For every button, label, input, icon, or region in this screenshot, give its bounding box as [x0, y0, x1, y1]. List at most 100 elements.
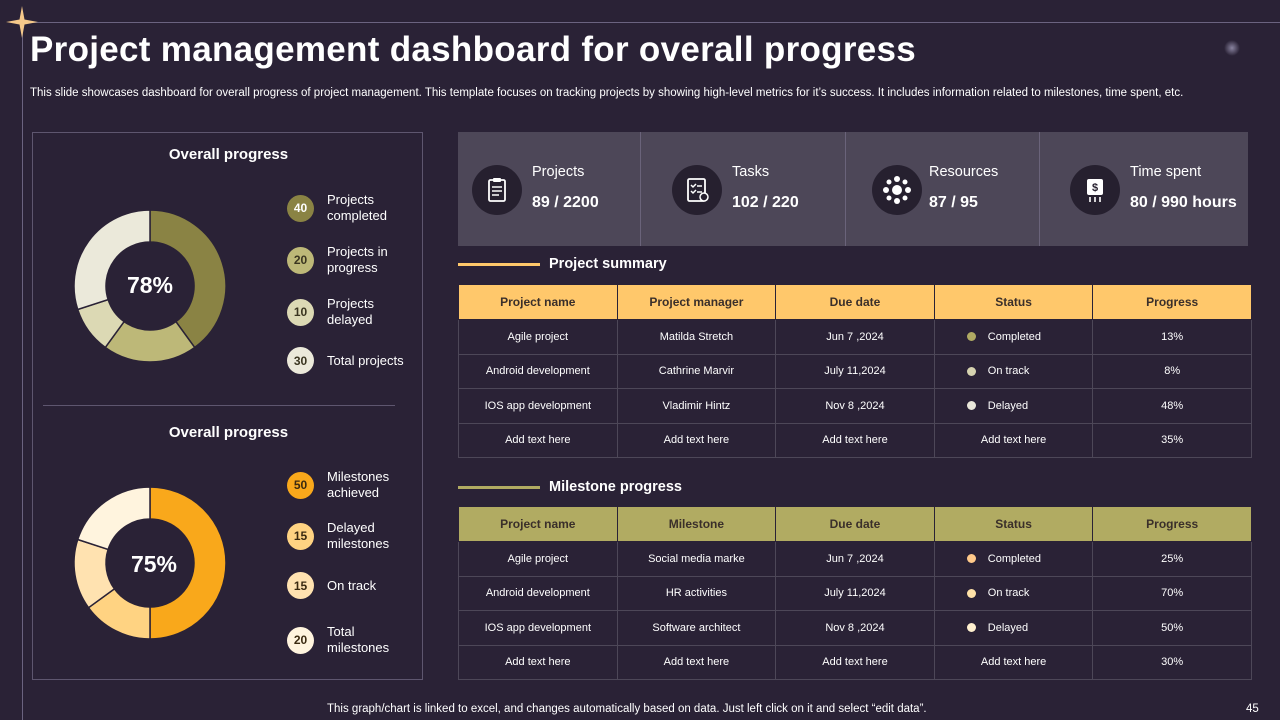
table-cell: Add text here: [775, 644, 935, 680]
legend-label: Projects in progress: [327, 244, 388, 275]
milestones-progress-title: Overall progress: [168, 424, 289, 441]
stat-projects[interactable]: Projects 89 / 2200: [458, 132, 641, 246]
table-cell: Jun 7 ,2024: [775, 319, 935, 355]
table-cell: Matilda Stretch: [616, 319, 777, 355]
column-header[interactable]: Due date: [775, 506, 935, 542]
column-header[interactable]: Progress: [1092, 506, 1252, 542]
table-row[interactable]: Add text here Add text here Add text here A…: [458, 644, 1252, 680]
column-header[interactable]: Project name: [458, 506, 618, 542]
stat-tasks[interactable]: Tasks 102 / 220: [641, 132, 846, 246]
legend-label: On track: [327, 577, 377, 593]
column-header[interactable]: Status: [933, 284, 1094, 320]
table-cell: HR activities: [616, 575, 777, 611]
legend-item: 50 Milestones achieved: [287, 469, 407, 501]
milestones-donut-center-label: 75%: [130, 551, 178, 577]
donut-slice[interactable]: [149, 209, 227, 349]
legend-badge: 10: [287, 298, 314, 326]
column-header[interactable]: Status: [933, 506, 1094, 542]
table-cell: Social media marke: [616, 541, 777, 577]
table-cell: On track: [933, 353, 1094, 389]
table-cell: Add text here: [616, 644, 777, 680]
table-cell: IOS app development: [458, 610, 618, 646]
legend-item: 40 Projects completed: [287, 192, 407, 224]
table-cell: Vladimir Hintz: [616, 388, 777, 424]
status-label: Delayed: [987, 621, 1029, 634]
status-cell: Completed: [935, 553, 1093, 565]
table-cell: Delayed: [933, 388, 1094, 424]
table-cell: 8%: [1092, 353, 1252, 389]
status-dot-icon: [966, 554, 976, 564]
legend-item: 15 On track: [287, 572, 407, 599]
stat-resources[interactable]: Resources 87 / 95: [846, 132, 1040, 246]
project-summary-title: Project summary: [549, 256, 667, 272]
table-cell: Completed: [933, 319, 1094, 355]
column-header[interactable]: Due date: [775, 284, 935, 320]
column-header[interactable]: Progress: [1092, 284, 1252, 320]
projects-progress-title: Overall progress: [168, 146, 289, 163]
glow-dot: [1224, 40, 1240, 56]
legend-item: 20 Total milestones: [287, 624, 407, 656]
legend-badge: 15: [287, 522, 314, 550]
milestone-progress-table: Project name Milestone Due date Status Progr…: [458, 506, 1252, 680]
status-dot-icon: [966, 588, 976, 598]
table-cell: Android development: [458, 575, 618, 611]
project-summary-table: Project name Project manager Due date Statu…: [458, 284, 1252, 458]
table-row[interactable]: Android development Cathrine Marvir July 1…: [458, 353, 1252, 389]
stat-value: 80 / 990 hours: [1130, 194, 1237, 211]
status-label: On track: [987, 587, 1030, 600]
status-cell: Delayed: [935, 622, 1093, 634]
status-cell: On track: [935, 365, 1093, 377]
legend-label: Projects completed: [327, 192, 387, 223]
page-number: 45: [1246, 703, 1259, 715]
projects-donut-center-label: 78%: [126, 272, 174, 298]
projects-donut-chart[interactable]: [55, 191, 245, 381]
stat-label: Time spent: [1130, 164, 1202, 180]
stat-value: 102 / 220: [732, 194, 799, 211]
stat-value: 89 / 2200: [532, 194, 599, 211]
legend-item: 20 Projects in progress: [287, 244, 407, 276]
donut-slice[interactable]: [73, 209, 151, 311]
legend-badge: 30: [287, 347, 314, 374]
table-cell: July 11,2024: [775, 575, 935, 611]
table-cell: Nov 8 ,2024: [775, 388, 935, 424]
legend-label: Projects delayed: [327, 296, 374, 327]
table-cell: Add text here: [933, 422, 1094, 458]
milestones-donut-chart[interactable]: [55, 468, 245, 658]
table-cell: Software architect: [616, 610, 777, 646]
clipboard-icon: [472, 165, 522, 215]
page-title: Project management dashboard for overall…: [30, 30, 917, 69]
column-header[interactable]: Milestone: [616, 506, 777, 542]
donut-slice[interactable]: [149, 486, 227, 640]
table-cell: 48%: [1092, 388, 1252, 424]
table-cell: Add text here: [775, 422, 935, 458]
status-label: Completed: [987, 552, 1041, 565]
table-cell: Delayed: [933, 610, 1094, 646]
status-label: Delayed: [987, 399, 1029, 412]
stat-value: 87 / 95: [929, 194, 978, 211]
legend-item: 15 Delayed milestones: [287, 520, 407, 552]
milestone-progress-title: Milestone progress: [549, 479, 682, 495]
table-row[interactable]: Agile project Matilda Stretch Jun 7 ,2024 C…: [458, 319, 1252, 355]
status-dot-icon: [966, 366, 976, 376]
column-header[interactable]: Project manager: [616, 284, 777, 320]
table-row[interactable]: IOS app development Vladimir Hintz Nov 8 ,…: [458, 388, 1252, 424]
donut-slice[interactable]: [76, 486, 151, 551]
heading-accent-line: [458, 262, 540, 266]
legend-badge: 40: [287, 194, 314, 222]
table-cell: 50%: [1092, 610, 1252, 646]
column-header[interactable]: Project name: [458, 284, 618, 320]
frame-top-line: [22, 22, 1280, 23]
table-row[interactable]: IOS app development Software architect Nov…: [458, 610, 1252, 646]
resources-icon: [872, 165, 922, 215]
table-header-row: Project name Milestone Due date Status Progr…: [458, 506, 1252, 542]
table-row[interactable]: Agile project Social media marke Jun 7 ,20…: [458, 541, 1252, 577]
table-cell: Agile project: [458, 541, 618, 577]
table-row[interactable]: Add text here Add text here Add text here A…: [458, 422, 1252, 458]
legend-label: Total projects: [327, 352, 404, 368]
table-cell: Add text here: [616, 422, 777, 458]
table-row[interactable]: Android development HR activities July 11,…: [458, 575, 1252, 611]
table-cell: IOS app development: [458, 388, 618, 424]
svg-text:$: $: [1092, 182, 1098, 194]
stat-time-spent[interactable]: $ Time spent 80 / 990 hours: [1040, 132, 1248, 246]
legend-badge: 20: [287, 246, 314, 274]
